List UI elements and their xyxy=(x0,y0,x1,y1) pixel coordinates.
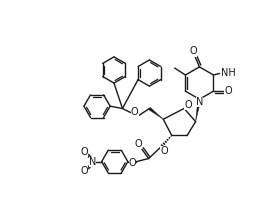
Text: NH: NH xyxy=(221,68,236,78)
Text: O: O xyxy=(190,46,197,57)
Text: O: O xyxy=(160,146,168,156)
Text: O: O xyxy=(131,107,139,117)
Polygon shape xyxy=(148,107,163,119)
Text: O: O xyxy=(80,166,88,176)
Text: O: O xyxy=(134,139,142,149)
Text: N: N xyxy=(89,157,96,167)
Text: N: N xyxy=(196,97,203,107)
Text: O: O xyxy=(224,86,232,96)
Text: O: O xyxy=(184,100,192,110)
Text: O: O xyxy=(80,147,88,157)
Text: O: O xyxy=(129,158,136,168)
Polygon shape xyxy=(196,99,201,122)
